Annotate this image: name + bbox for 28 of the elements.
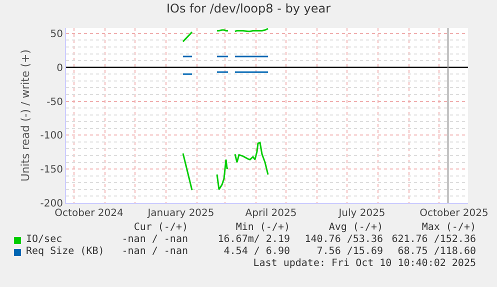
text: Avg (-/+) xyxy=(328,222,383,234)
text: 16.67m/ 2.19 xyxy=(218,234,290,246)
y-tick-label: -100 xyxy=(40,130,63,142)
y-tick-label: -50 xyxy=(46,96,63,108)
y-tick-label: -200 xyxy=(40,198,63,210)
legend-label: IO/sec xyxy=(26,234,62,246)
x-tick-label: July 2025 xyxy=(338,208,386,219)
y-tick-label: 0 xyxy=(56,62,63,74)
text: -nan / -nan xyxy=(122,246,188,258)
text: 4.54 / 6.90 xyxy=(224,246,290,258)
text: -nan / -nan xyxy=(122,234,188,246)
x-tick-label: October 2024 xyxy=(54,208,124,219)
x-tick-label: April 2025 xyxy=(245,208,297,219)
y-tick-label: 50 xyxy=(50,28,63,40)
text: 621.76 /152.36 xyxy=(392,234,476,246)
y-tick-label: -150 xyxy=(40,164,63,176)
text: 140.76 /53.36 xyxy=(304,234,383,246)
x-tick-label: January 2025 xyxy=(146,208,214,219)
text: 68.75 /118.60 xyxy=(398,246,476,258)
text: Cur (-/+) xyxy=(134,222,188,234)
chart-title: IOs for /dev/loop8 - by year xyxy=(166,2,331,16)
legend-label: Req Size (KB) xyxy=(26,246,104,258)
text: 7.56 /15.69 xyxy=(316,246,383,258)
x-tick-label: October 2025 xyxy=(420,208,488,219)
y-axis-title: Units read (-) / write (+) xyxy=(18,49,32,182)
text: Last update: Fri Oct 10 10:40:02 2025 xyxy=(253,258,476,270)
text: Min (-/+) xyxy=(236,222,290,234)
text: Max (-/+) xyxy=(422,222,476,234)
